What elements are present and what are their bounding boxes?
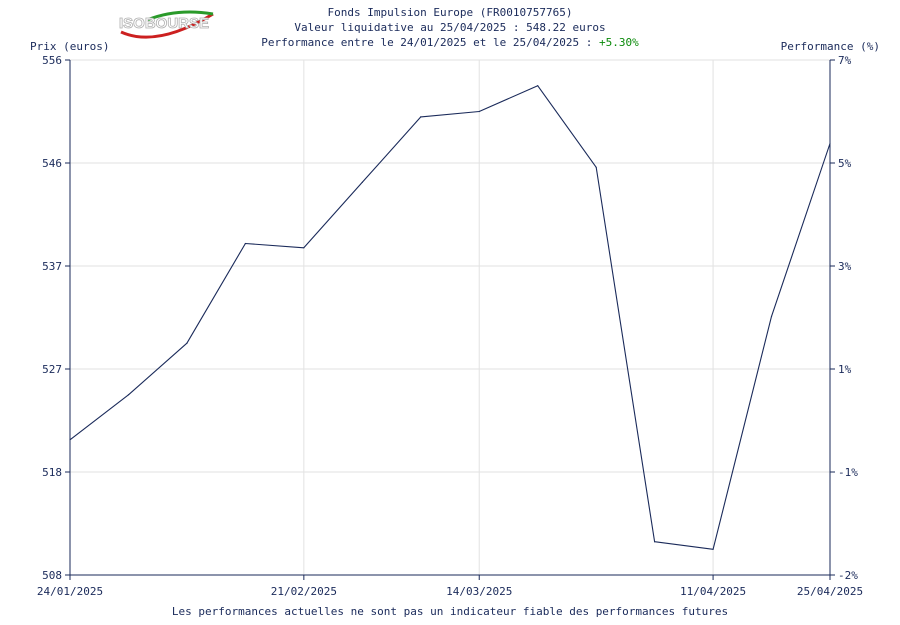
y-left-tick-label: 546: [42, 157, 62, 170]
data-point: [244, 242, 246, 245]
y-right-tick-label: 5%: [838, 157, 852, 170]
performance-summary: Performance entre le 24/01/2025 et le 25…: [0, 36, 900, 49]
isobourse-logo: ISOBOURSE: [119, 10, 214, 39]
x-tick-label: 14/03/2025: [446, 585, 512, 598]
y-right-tick-label: -2%: [838, 569, 858, 582]
x-tick-label: 21/02/2025: [271, 585, 337, 598]
data-point: [770, 315, 773, 318]
y-left-tick-label: 537: [42, 260, 62, 273]
y-right-tick-label: 3%: [838, 260, 852, 273]
x-tick-label: 11/04/2025: [680, 585, 746, 598]
y-right-tick-label: 7%: [838, 54, 852, 67]
data-point: [537, 85, 539, 87]
data-point: [478, 110, 480, 113]
data-point: [829, 142, 831, 145]
y-left-tick-label: 527: [42, 363, 62, 376]
price-line: [69, 85, 831, 550]
x-tick-label: 25/04/2025: [797, 585, 863, 598]
y-axis-left-title: Prix (euros): [30, 40, 110, 53]
data-point: [654, 541, 656, 543]
y-left-tick-label: 518: [42, 466, 62, 479]
nav-value: Valeur liquidative au 25/04/2025 : 548.2…: [294, 21, 606, 34]
performance-value: +5.30%: [599, 36, 639, 49]
data-point: [712, 548, 714, 550]
data-point: [186, 342, 188, 344]
data-point: [361, 181, 363, 183]
y-right-tick-label: -1%: [838, 466, 858, 479]
y-left-tick-label: 508: [42, 569, 62, 582]
y-axis-right-title: Performance (%): [780, 40, 880, 53]
fund-title: Fonds Impulsion Europe (FR0010757765): [327, 6, 573, 19]
data-point: [127, 394, 130, 396]
data-point: [420, 116, 422, 118]
data-point: [69, 439, 71, 441]
performance-label: Performance entre le 24/01/2025 et le 25…: [261, 36, 599, 49]
disclaimer: Les performances actuelles ne sont pas u…: [171, 605, 729, 618]
data-point: [303, 247, 305, 249]
y-left-tick-label: 556: [42, 54, 62, 67]
logo-text: ISOBOURSE: [119, 15, 209, 32]
data-point: [595, 166, 597, 168]
x-tick-label: 24/01/2025: [37, 585, 103, 598]
y-right-tick-label: 1%: [838, 363, 852, 376]
